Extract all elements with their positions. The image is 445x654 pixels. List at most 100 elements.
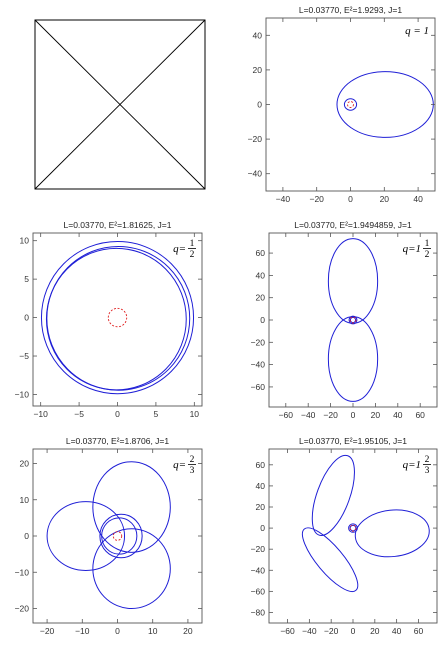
panel-title: L=0.03770, E²=1.8706, J=1: [66, 436, 170, 446]
x-tick-label: 20: [380, 194, 390, 204]
y-tick-label: 20: [253, 65, 263, 75]
q-numerator: 1: [425, 239, 430, 249]
x-tick-label: −20: [323, 410, 338, 420]
orbit-loop: [92, 528, 171, 609]
y-tick-label: 5: [24, 274, 29, 284]
x-tick-label: 40: [393, 410, 403, 420]
panel-title: L=0.03770, E²=1.81625, J=1: [64, 220, 172, 230]
y-tick-label: −40: [251, 565, 266, 575]
orbit-loop: [40, 240, 195, 395]
orbit-loop: [45, 247, 187, 391]
orbit-loop: [311, 454, 355, 536]
orbit-group: [40, 240, 195, 395]
y-tick-label: 0: [257, 100, 262, 110]
orbit-loop: [327, 238, 379, 324]
x-tick-label: −40: [302, 626, 317, 636]
panel-title: L=0.03770, E²=1.9293, J=1: [299, 5, 403, 15]
x-tick-label: 0: [348, 194, 353, 204]
x-tick-label: 60: [414, 626, 424, 636]
q-label: q = 1: [405, 25, 429, 37]
x-tick-label: 5: [154, 409, 159, 419]
panel-frame: [32, 232, 203, 407]
orbit-loop: [101, 517, 138, 555]
q-label: 23 q=1: [403, 455, 431, 476]
x-tick-label: 20: [183, 626, 193, 636]
orbit-loop: [349, 316, 357, 324]
y-tick-label: −80: [251, 607, 266, 617]
q-label-text: q=1: [403, 459, 421, 471]
x-tick-label: −40: [301, 410, 316, 420]
panel-title: L=0.03770, E²=1.9494859, J=1: [294, 220, 412, 230]
orbit-group: [46, 461, 171, 609]
panel-5: L=0.03770, E²=1.8706, J=1−20 −10 0 10 20−20−…: [15, 436, 203, 636]
orbit-loop: [92, 461, 171, 553]
x-tick-label: −20: [324, 626, 339, 636]
orbit-loop: [348, 315, 358, 325]
x-tick-label: 40: [392, 626, 402, 636]
y-tick-label: 0: [260, 523, 265, 533]
orbit-loop: [99, 513, 143, 559]
y-tick-label: −40: [248, 169, 263, 179]
panel-6: L=0.03770, E²=1.95105, J=1 −60 −40 −20 0 20 40…: [251, 436, 438, 636]
y-tick-label: 0: [260, 315, 265, 325]
q-numerator: 2: [425, 455, 430, 465]
y-tick-label: 0: [24, 531, 29, 541]
panel-frame: [32, 448, 203, 624]
x-tick-label: 20: [371, 410, 381, 420]
panel-4: L=0.03770, E²=1.9494859, J=1−60 −40 −20 0 20…: [251, 220, 438, 420]
horizon-circle: [349, 316, 357, 324]
x-tick-label: 60: [415, 410, 425, 420]
y-tick-label: −10: [15, 389, 30, 399]
y-tick-label: 10: [20, 236, 30, 246]
panel-frame: [268, 232, 438, 408]
q-label: 12 q=1: [403, 239, 431, 260]
orbit-loop: [354, 509, 430, 558]
y-tick-label: 40: [253, 30, 263, 40]
q-denominator: 2: [425, 250, 430, 260]
y-tick-label: −20: [15, 604, 30, 614]
q-numerator: 1: [190, 239, 195, 249]
panel-1: [34, 19, 206, 190]
orbit-group: [301, 454, 430, 593]
panel-3: L=0.03770, E²=1.81625, J=1−10 −5 0 5 10−10−5…: [15, 220, 203, 419]
orbit-loop: [348, 523, 358, 533]
q-label: 23 q=: [173, 455, 196, 476]
horizon-circle: [112, 531, 123, 541]
diagonal-line: [34, 19, 206, 190]
q-label: 12 q=: [173, 239, 196, 260]
y-tick-label: 10: [20, 495, 30, 505]
x-tick-label: −10: [75, 626, 90, 636]
q-label-text: q=1: [403, 243, 421, 255]
y-tick-label: 0: [24, 313, 29, 323]
q-denominator: 3: [190, 466, 195, 476]
y-tick-label: −20: [251, 337, 266, 347]
x-tick-label: 0: [115, 626, 120, 636]
orbit-group: [327, 238, 379, 402]
q-label-text: q=: [173, 243, 186, 255]
y-tick-label: −60: [251, 586, 266, 596]
q-numerator: 2: [190, 455, 195, 465]
orbit-loop: [327, 316, 379, 402]
orbit-loop: [343, 98, 358, 111]
y-tick-label: −60: [251, 382, 266, 392]
panel-frame: [265, 17, 436, 192]
orbit-loop: [336, 71, 434, 138]
x-tick-label: −20: [309, 194, 324, 204]
y-tick-label: 20: [256, 293, 266, 303]
y-tick-label: 20: [256, 502, 266, 512]
x-tick-label: 0: [351, 410, 356, 420]
x-tick-label: 10: [148, 626, 158, 636]
panel-title: L=0.03770, E²=1.95105, J=1: [299, 436, 407, 446]
x-tick-label: 10: [190, 409, 200, 419]
orbit-loop: [46, 501, 126, 571]
y-tick-label: −5: [19, 351, 29, 361]
panel-2: L=0.03770, E²=1.9293, J=1 −40 −20 0 20 40 −40 −…: [248, 5, 436, 204]
y-tick-label: −20: [248, 134, 263, 144]
y-tick-label: 60: [256, 248, 266, 258]
x-tick-label: −60: [279, 410, 294, 420]
x-tick-label: 0: [115, 409, 120, 419]
x-tick-label: −60: [280, 626, 295, 636]
horizon-circle: [349, 524, 357, 532]
y-tick-label: −40: [251, 360, 266, 370]
